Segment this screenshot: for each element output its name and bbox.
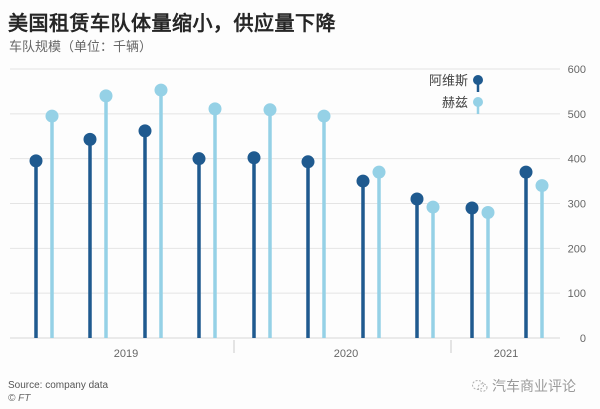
lollipop-dot — [193, 152, 206, 165]
lollipop-dot — [520, 166, 533, 179]
y-tick-label: 500 — [568, 109, 586, 121]
watermark: 汽车商业评论 — [472, 376, 576, 396]
lollipop-dot — [209, 102, 222, 115]
x-group-label: 2020 — [334, 348, 358, 360]
y-axis-labels: 0 100 200 300 400 500 600 — [568, 64, 586, 345]
data-series — [30, 84, 549, 338]
lollipop-dot — [139, 124, 152, 137]
lollipop-dot — [357, 175, 370, 188]
source-note: Source: company data — [8, 380, 108, 391]
x-axis: 2019 2020 2021 — [114, 340, 518, 360]
wechat-icon — [472, 379, 488, 393]
y-tick-label: 400 — [568, 154, 586, 166]
legend-dot-icon — [473, 75, 483, 85]
legend-label: 阿维斯 — [429, 74, 468, 89]
lollipop-dot — [46, 110, 59, 123]
y-tick-label: 100 — [568, 288, 586, 300]
lollipop-dot — [30, 154, 43, 167]
lollipop-chart: 0 100 200 300 400 500 600 2019 2020 2021 阿维斯赫兹 — [0, 0, 600, 409]
lollipop-dot — [264, 103, 277, 116]
lollipop-dot — [155, 84, 168, 97]
lollipop-dot — [302, 155, 315, 168]
y-tick-label: 300 — [568, 199, 586, 211]
y-tick-label: 600 — [568, 64, 586, 76]
x-group-label: 2021 — [494, 348, 518, 360]
lollipop-dot — [411, 193, 424, 206]
legend-label: 赫兹 — [442, 96, 468, 111]
watermark-text: 汽车商业评论 — [492, 376, 576, 396]
legend-dot-icon — [473, 97, 483, 107]
y-tick-label: 0 — [580, 333, 586, 345]
lollipop-dot — [466, 201, 479, 214]
y-tick-label: 200 — [568, 243, 586, 255]
lollipop-dot — [318, 110, 331, 123]
legend: 阿维斯赫兹 — [429, 74, 483, 114]
lollipop-dot — [84, 133, 97, 146]
lollipop-dot — [248, 151, 261, 164]
x-group-label: 2019 — [114, 348, 138, 360]
lollipop-dot — [373, 166, 386, 179]
lollipop-dot — [482, 206, 495, 219]
lollipop-dot — [536, 179, 549, 192]
lollipop-dot — [427, 201, 440, 214]
lollipop-dot — [100, 89, 113, 102]
copyright-note: © FT — [8, 393, 30, 404]
